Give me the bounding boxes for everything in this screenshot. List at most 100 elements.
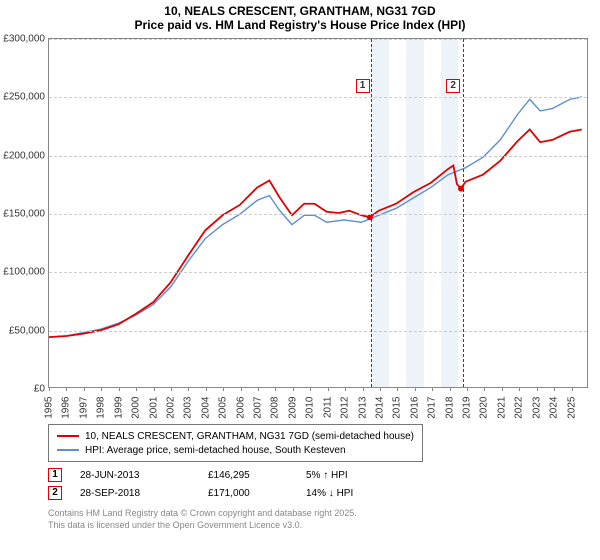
x-tick-label: 2001 (148, 397, 159, 427)
x-tick (49, 387, 50, 391)
x-tick (363, 387, 364, 391)
x-tick (554, 387, 555, 391)
legend: 10, NEALS CRESCENT, GRANTHAM, NG31 7GD (… (48, 424, 423, 462)
x-tick (345, 387, 346, 391)
transaction-price: £171,000 (208, 488, 288, 499)
x-tick-label: 2011 (322, 397, 333, 427)
chart-svg (49, 39, 587, 387)
transaction-row: 2 28-SEP-2018 £171,000 14% ↓ HPI (48, 484, 386, 502)
x-tick-label: 2022 (514, 397, 525, 427)
x-tick-label: 2020 (479, 397, 490, 427)
x-tick (293, 387, 294, 391)
x-tick-label: 1999 (113, 397, 124, 427)
x-tick-label: 2023 (531, 397, 542, 427)
transaction-row: 1 28-JUN-2013 £146,295 5% ↑ HPI (48, 466, 386, 484)
x-tick (310, 387, 311, 391)
x-tick (188, 387, 189, 391)
annotation-marker: 1 (356, 79, 370, 93)
transaction-index: 1 (48, 468, 62, 482)
grid-line (49, 97, 587, 98)
x-tick-label: 2003 (183, 397, 194, 427)
grid-line (49, 156, 587, 157)
annotation-line (371, 39, 372, 387)
y-tick-label: £100,000 (1, 267, 45, 278)
x-tick-label: 2012 (340, 397, 351, 427)
legend-row: HPI: Average price, semi-detached house,… (57, 443, 414, 457)
transaction-delta: 5% ↑ HPI (306, 470, 386, 481)
transaction-date: 28-SEP-2018 (80, 488, 190, 499)
footer-line2: This data is licensed under the Open Gov… (48, 520, 357, 532)
footer-line1: Contains HM Land Registry data © Crown c… (48, 508, 357, 520)
y-tick-label: £0 (1, 384, 45, 395)
legend-row: 10, NEALS CRESCENT, GRANTHAM, NG31 7GD (… (57, 429, 414, 443)
x-tick-label: 2008 (270, 397, 281, 427)
x-tick (258, 387, 259, 391)
chart-subtitle: Price paid vs. HM Land Registry's House … (0, 18, 600, 32)
transaction-index: 2 (48, 486, 62, 500)
x-tick-label: 2002 (165, 397, 176, 427)
x-tick (206, 387, 207, 391)
x-tick (223, 387, 224, 391)
chart-area: £0£50,000£100,000£150,000£200,000£250,00… (48, 38, 588, 388)
x-tick (432, 387, 433, 391)
footer: Contains HM Land Registry data © Crown c… (48, 508, 357, 531)
annotation-marker: 2 (446, 79, 460, 93)
y-tick-label: £250,000 (1, 92, 45, 103)
x-tick (415, 387, 416, 391)
x-tick-label: 2017 (427, 397, 438, 427)
grid-line (49, 214, 587, 215)
transaction-rows: 1 28-JUN-2013 £146,295 5% ↑ HPI 2 28-SEP-2018… (48, 466, 386, 502)
x-tick-label: 2010 (305, 397, 316, 427)
transaction-price: £146,295 (208, 470, 288, 481)
x-tick-label: 2006 (235, 397, 246, 427)
x-tick (136, 387, 137, 391)
y-tick-label: £300,000 (1, 34, 45, 45)
x-tick-label: 1997 (78, 397, 89, 427)
x-tick (171, 387, 172, 391)
grid-line (49, 331, 587, 332)
x-tick (119, 387, 120, 391)
x-tick-label: 2024 (549, 397, 560, 427)
grid-line (49, 272, 587, 273)
grid-line (49, 39, 587, 40)
x-tick (101, 387, 102, 391)
x-tick (154, 387, 155, 391)
x-tick (572, 387, 573, 391)
x-tick-label: 2015 (392, 397, 403, 427)
x-tick (519, 387, 520, 391)
x-tick (467, 387, 468, 391)
transaction-date: 28-JUN-2013 (80, 470, 190, 481)
legend-label: HPI: Average price, semi-detached house,… (85, 445, 346, 456)
x-tick-label: 2018 (444, 397, 455, 427)
x-tick-label: 2014 (374, 397, 385, 427)
series-property (49, 129, 582, 337)
x-tick (66, 387, 67, 391)
y-tick-label: £150,000 (1, 209, 45, 220)
y-tick-label: £50,000 (1, 325, 45, 336)
chart-title: 10, NEALS CRESCENT, GRANTHAM, NG31 7GD (0, 0, 600, 18)
x-tick-label: 2004 (200, 397, 211, 427)
x-tick-label: 1995 (44, 397, 55, 427)
x-tick (450, 387, 451, 391)
annotation-line (463, 39, 464, 387)
x-tick-label: 2016 (409, 397, 420, 427)
x-tick (537, 387, 538, 391)
x-tick (484, 387, 485, 391)
x-tick (397, 387, 398, 391)
x-tick-label: 1996 (61, 397, 72, 427)
x-tick-label: 1998 (96, 397, 107, 427)
x-tick-label: 2021 (496, 397, 507, 427)
x-tick (241, 387, 242, 391)
x-tick-label: 2019 (462, 397, 473, 427)
x-tick-label: 2025 (566, 397, 577, 427)
x-tick (84, 387, 85, 391)
transaction-delta: 14% ↓ HPI (306, 488, 386, 499)
y-tick-label: £200,000 (1, 150, 45, 161)
legend-label: 10, NEALS CRESCENT, GRANTHAM, NG31 7GD (… (85, 431, 414, 442)
legend-swatch (57, 449, 79, 451)
x-tick-label: 2009 (287, 397, 298, 427)
x-tick (275, 387, 276, 391)
x-tick (328, 387, 329, 391)
x-tick-label: 2007 (253, 397, 264, 427)
x-tick-label: 2000 (131, 397, 142, 427)
